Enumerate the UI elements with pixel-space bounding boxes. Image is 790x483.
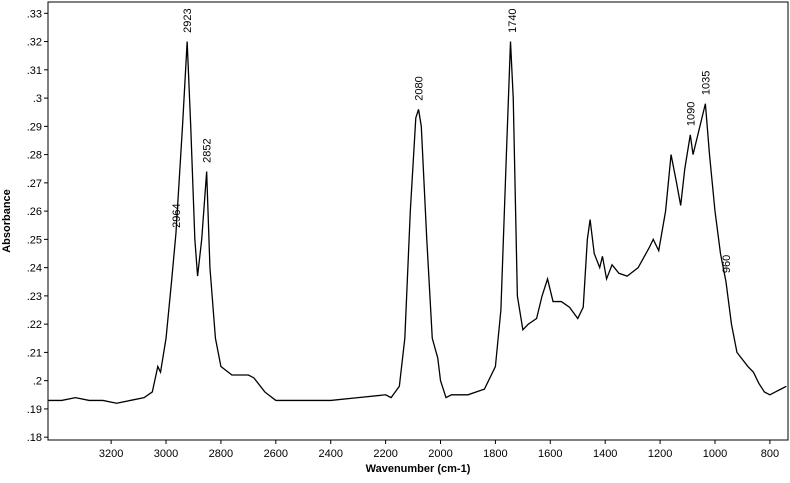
y-tick-label: .22 <box>27 319 42 331</box>
y-tick-label: .18 <box>27 432 42 444</box>
x-tick-label: 1800 <box>483 448 507 460</box>
y-tick-label: .2 <box>33 376 42 388</box>
plot-frame <box>47 1 789 441</box>
x-tick-label: 2200 <box>373 448 397 460</box>
peak-label: 2852 <box>202 138 214 162</box>
peak-label: 1035 <box>700 71 712 95</box>
x-tick-label: 2800 <box>209 448 233 460</box>
x-tick-label: 1000 <box>703 448 727 460</box>
x-tick-label: 2600 <box>264 448 288 460</box>
peak-label: 2080 <box>414 76 426 100</box>
y-tick-label: .31 <box>27 65 42 77</box>
x-tick-label: 3200 <box>99 448 123 460</box>
y-tick-label: .27 <box>27 178 42 190</box>
peak-label: 1740 <box>507 8 519 32</box>
y-tick-label: .33 <box>27 8 42 20</box>
y-tick-label: .24 <box>27 263 42 275</box>
x-tick-label: 1400 <box>593 448 617 460</box>
y-tick-label: .28 <box>27 150 42 162</box>
x-tick-label: 3000 <box>154 448 178 460</box>
x-axis-label: Wavenumber (cm-1) <box>366 463 471 475</box>
peak-label: 2964 <box>171 203 183 227</box>
y-tick-label: .19 <box>27 404 42 416</box>
y-tick-label: .26 <box>27 206 42 218</box>
y-axis-label: Absorbance <box>1 189 13 253</box>
peak-label: 2923 <box>182 8 194 32</box>
peak-label: 1090 <box>685 102 697 126</box>
y-tick-label: .25 <box>27 234 42 246</box>
y-tick-label: .23 <box>27 291 42 303</box>
peak-label: 960 <box>721 255 733 273</box>
y-tick-label: .3 <box>33 93 42 105</box>
x-tick-label: 1200 <box>648 448 672 460</box>
spectrum-line <box>48 41 787 404</box>
x-tick-label: 800 <box>761 448 779 460</box>
y-tick-label: .21 <box>27 347 42 359</box>
y-tick-label: .32 <box>27 37 42 49</box>
x-tick-label: 2400 <box>318 448 342 460</box>
x-tick-label: 2000 <box>428 448 452 460</box>
x-tick-label: 1600 <box>538 448 562 460</box>
y-tick-label: .29 <box>27 121 42 133</box>
